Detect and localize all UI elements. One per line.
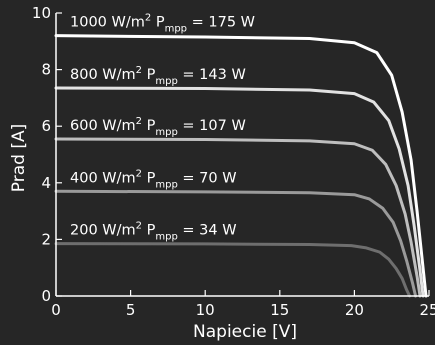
series-label-part: 800 W/m — [70, 67, 136, 83]
series-label-part: 2 — [145, 13, 151, 24]
series-label-part: P — [142, 118, 156, 134]
series-label: 600 W/m2 Pmpp = 107 W — [70, 116, 246, 138]
series-label-part: P — [142, 223, 156, 239]
y-tick-label: 0 — [41, 287, 51, 305]
series-line — [54, 242, 412, 298]
x-tick-label: 10 — [196, 301, 215, 319]
series-label-part: = 143 W — [178, 67, 246, 83]
series-label-part: 400 W/m — [70, 170, 136, 186]
series-label-part: P — [142, 170, 156, 186]
axes-layer: Napiecie [V] Prad [A] 0 5 10 15 20 25 0 2 4 6 8 10 — [9, 4, 435, 342]
series-line — [54, 189, 418, 298]
series-line — [54, 34, 428, 298]
y-axis-label: Prad [A] — [9, 124, 29, 192]
series-label-part: P — [151, 15, 165, 31]
series-label-part: P — [142, 67, 156, 83]
x-tick-label: 25 — [419, 301, 435, 319]
series-label-part: mpp — [155, 127, 177, 138]
series-line — [54, 86, 425, 298]
series-label-part: mpp — [155, 76, 177, 87]
y-tick-label: 8 — [41, 61, 51, 79]
x-axis-label: Napiecie [V] — [193, 322, 297, 342]
series-label-part: = 34 W — [178, 223, 237, 239]
series-label: 800 W/m2 Pmpp = 143 W — [70, 65, 246, 87]
series-label-part: mpp — [155, 179, 177, 190]
series-label-part: 200 W/m — [70, 223, 136, 239]
series-label-part: = 107 W — [178, 118, 246, 134]
y-tick-label: 2 — [41, 230, 51, 248]
series-label: 200 W/m2 Pmpp = 34 W — [70, 221, 237, 243]
series-label-part: 1000 W/m — [70, 15, 145, 31]
series-label: 400 W/m2 Pmpp = 70 W — [70, 168, 237, 190]
series-label-part: mpp — [165, 24, 187, 35]
series-label-part: mpp — [155, 232, 177, 243]
x-tick-label: 5 — [126, 301, 136, 319]
x-tick-label: 0 — [51, 301, 61, 319]
y-tick-label: 4 — [41, 174, 51, 192]
series-label-part: 2 — [136, 116, 142, 127]
series-label-part: 600 W/m — [70, 118, 136, 134]
series-label-part: = 70 W — [178, 170, 237, 186]
series-label-part: 2 — [136, 221, 142, 232]
series-label-part: 2 — [136, 65, 142, 76]
series-label: 1000 W/m2 Pmpp = 175 W — [70, 13, 255, 35]
series-label-part: = 175 W — [187, 15, 255, 31]
y-tick-label: 10 — [32, 4, 51, 22]
series-label-part: 2 — [136, 168, 142, 179]
x-tick-label: 15 — [270, 301, 289, 319]
y-tick-label: 6 — [41, 117, 51, 135]
x-tick-label: 20 — [345, 301, 364, 319]
series-line — [54, 137, 422, 298]
